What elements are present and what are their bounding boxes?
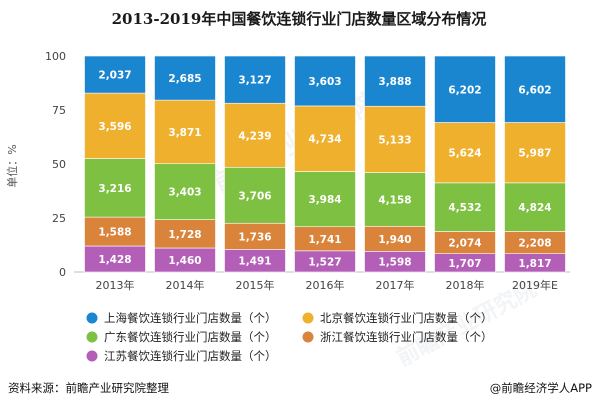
x-tick-label: 2014年: [166, 278, 205, 292]
brand-credit: @前瞻经济学人APP: [490, 381, 592, 395]
legend-marker: [86, 312, 98, 324]
bar-segment: [434, 55, 496, 123]
data-label: 3,403: [168, 187, 201, 199]
legend-marker: [302, 312, 314, 324]
data-label: 1,428: [98, 254, 131, 266]
bar-segment: [84, 55, 146, 94]
legend-label: 浙江餐饮连锁行业门店数量（个）: [320, 330, 493, 344]
data-label: 5,987: [518, 148, 551, 160]
data-label: 1,527: [308, 256, 341, 268]
x-tick-label: 2017年: [376, 278, 415, 292]
bar-segment: [154, 163, 216, 220]
y-tick-label: 75: [52, 104, 66, 117]
legend-marker: [86, 350, 98, 362]
source-note: 资料来源：前瞻产业研究院整理: [8, 381, 169, 395]
bar-segment: [294, 55, 356, 107]
x-tick-label: 2019年E: [512, 278, 558, 292]
data-label: 3,706: [238, 190, 271, 202]
data-label: 1,736: [238, 231, 271, 243]
data-label: 3,596: [98, 121, 131, 133]
data-label: 1,588: [98, 227, 131, 239]
data-label: 4,734: [308, 134, 341, 146]
data-label: 5,624: [448, 148, 481, 160]
bar-segment: [364, 55, 426, 107]
bar-segment: [84, 92, 146, 159]
bar-segment: [364, 105, 426, 173]
bar-segment: [84, 245, 146, 273]
data-label: 1,491: [238, 256, 271, 268]
data-label: 1,728: [168, 229, 201, 241]
bar-segment: [294, 105, 356, 172]
legend-label: 江苏餐饮连锁行业门店数量（个）: [104, 349, 277, 363]
bar-segment: [504, 182, 566, 232]
bar-segment: [434, 182, 496, 232]
data-label: 2,685: [168, 73, 201, 85]
data-label: 3,871: [168, 127, 201, 139]
bar-segment: [434, 122, 496, 184]
bar-segment: [504, 122, 566, 184]
bar-segment: [154, 219, 216, 249]
bar-segment: [364, 172, 426, 227]
data-label: 3,127: [238, 75, 271, 87]
legend-label: 广东餐饮连锁行业门店数量（个）: [104, 330, 277, 344]
bar-segment: [224, 102, 286, 168]
data-label: 2,208: [518, 238, 551, 250]
bar-segment: [364, 225, 426, 252]
data-label: 4,239: [238, 130, 271, 142]
data-label: 1,940: [378, 234, 411, 246]
y-axis-title: 单位：%: [5, 144, 19, 187]
x-tick-label: 2018年: [446, 278, 485, 292]
data-label: 3,888: [378, 76, 411, 88]
data-label: 2,037: [98, 70, 131, 82]
data-label: 3,603: [308, 76, 341, 88]
data-label: 6,602: [518, 84, 551, 96]
data-label: 4,532: [448, 202, 481, 214]
bar-segment: [224, 55, 286, 104]
x-tick-label: 2016年: [306, 278, 345, 292]
bars-group: 1,428 1,588 3,216 3,596 2,037 1,460 1,728 3,403…: [84, 55, 566, 273]
y-tick-label: 0: [59, 266, 66, 279]
data-label: 1,460: [168, 255, 201, 267]
data-label: 6,202: [448, 84, 481, 96]
bar-segment: [504, 55, 566, 123]
y-tick-label: 25: [52, 212, 66, 225]
y-tick-label: 100: [45, 50, 66, 63]
data-label: 3,216: [98, 183, 131, 195]
x-tick-label: 2015年: [236, 278, 275, 292]
y-tick-label: 50: [52, 158, 66, 171]
data-label: 1,741: [308, 234, 341, 246]
data-label: 5,133: [378, 134, 411, 146]
legend-marker: [302, 331, 314, 343]
data-label: 4,158: [378, 194, 411, 206]
bar-segment: [154, 55, 216, 101]
bar-segment: [294, 226, 356, 252]
bar-segment: [84, 158, 146, 218]
bar-segment: [84, 216, 146, 247]
y-axis: 0 25 50 75 100: [45, 50, 66, 279]
data-label: 1,707: [448, 258, 481, 270]
legend-label: 上海餐饮连锁行业门店数量（个）: [104, 311, 277, 325]
bar-segment: [224, 222, 286, 250]
data-label: 4,824: [518, 202, 551, 214]
data-label: 1,598: [378, 257, 411, 269]
bar-segment: [294, 171, 356, 228]
bar-segment: [154, 99, 216, 165]
x-axis: 2013年 2014年 2015年 2016年 2017年 2018年 2019年E: [96, 278, 559, 292]
legend: 上海餐饮连锁行业门店数量（个） 北京餐饮连锁行业门店数量（个） 广东餐饮连锁行业门店…: [86, 311, 493, 363]
data-label: 1,817: [518, 258, 551, 270]
data-label: 2,074: [448, 238, 481, 250]
legend-marker: [86, 331, 98, 343]
chart-title: 2013-2019年中国餐饮连锁行业门店数量区域分布情况: [112, 10, 487, 28]
legend-label: 北京餐饮连锁行业门店数量（个）: [320, 311, 493, 325]
x-tick-label: 2013年: [96, 278, 135, 292]
data-label: 3,984: [308, 194, 341, 206]
